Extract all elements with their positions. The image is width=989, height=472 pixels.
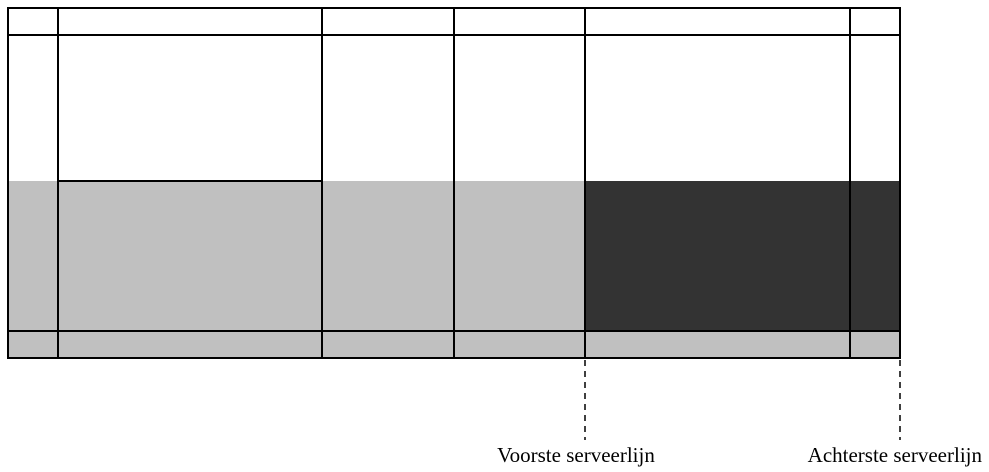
light-shaded-zone-bottom-right xyxy=(585,331,900,358)
front-service-line-label: Voorste serveerlijn xyxy=(497,443,655,467)
back-service-line-label: Achterste serveerlijn xyxy=(808,443,983,467)
dark-shaded-zone xyxy=(585,181,900,331)
light-shaded-zone-left xyxy=(8,181,585,358)
